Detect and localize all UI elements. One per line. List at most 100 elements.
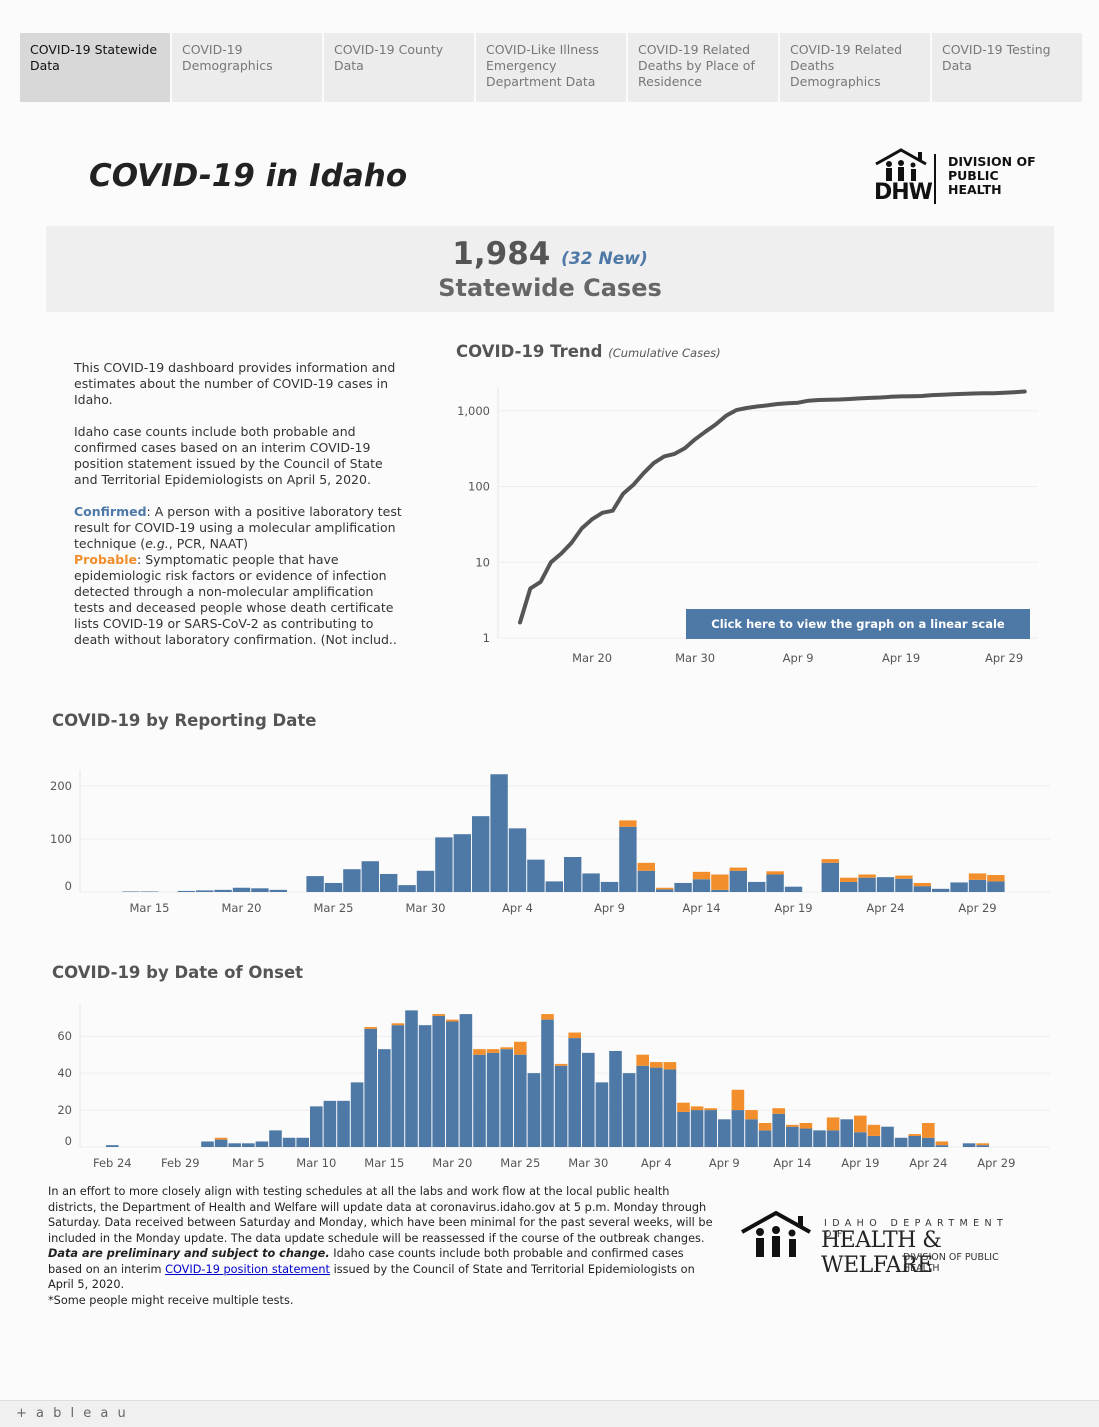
bar-confirmed [446,1021,459,1147]
bar-confirmed [337,1100,350,1147]
position-statement-link[interactable]: COVID-19 position statement [165,1262,330,1276]
bar-confirmed [976,1145,989,1147]
bar-confirmed [840,1119,853,1147]
bar-probable [391,1023,405,1026]
bar-confirmed [545,881,563,892]
bar-confirmed [636,1065,649,1147]
bar-probable [554,1063,568,1066]
bar-probable [650,1062,663,1068]
bar-probable [500,1047,513,1050]
bar-confirmed [609,1051,622,1147]
bar-confirmed [786,1126,799,1147]
house-family-icon [741,1210,811,1257]
tab-county-data[interactable]: COVID-19 County Data [324,33,474,102]
bar-probable [432,1014,445,1016]
bar-confirmed [766,874,784,892]
onset-date-bar-chart[interactable]: 0 20 40 60 Feb 24 Feb 29 Mar 5 Mar 10 Mar 15 Mar … [20,985,1080,1175]
bar-probable [364,1027,377,1029]
bar-x-tick-label: Apr 14 [682,901,720,915]
trend-x-tick-label: Mar 20 [572,651,612,665]
bar-x-tick-label: Mar 20 [432,1156,472,1170]
bar-x-tick-label: Apr 29 [977,1156,1015,1170]
bar-probable [858,874,876,878]
tableau-logo[interactable]: + a b l e a u [16,1406,129,1421]
bar-y-tick-label: 0 [65,1134,72,1148]
bar-confirmed [310,1106,323,1147]
bar-confirmed [378,1049,391,1147]
bar-probable [826,1117,840,1131]
bar-confirmed [350,1082,364,1147]
bar-confirmed [418,1025,432,1147]
trend-chart-title: COVID-19 Trend (Cumulative Cases) [456,342,721,361]
bar-confirmed [214,889,232,892]
bar-x-tick-label: Apr 9 [594,901,625,915]
bar-confirmed [690,1110,704,1147]
bar-x-tick-label: Apr 9 [709,1156,740,1170]
trend-x-tick-label: Apr 29 [985,651,1023,665]
tableau-toolbar: + a b l e a u [0,1400,1099,1427]
tab-deaths-demographics[interactable]: COVID-19 Related Deaths Demographics [780,33,930,102]
bar-x-tick-label: Mar 10 [296,1156,336,1170]
bar-probable [636,1054,649,1066]
bar-confirmed [704,1110,717,1147]
logo-divider [934,154,936,204]
bar-confirmed [619,826,637,892]
bar-confirmed [242,1143,255,1147]
bar-probable [908,1134,921,1136]
new-cases-count: (32 New) [561,249,648,269]
bar-confirmed [731,1110,745,1147]
bar-probable [619,820,637,827]
bar-confirmed [799,1128,813,1147]
bar-x-tick-label: Apr 24 [866,901,904,915]
bar-confirmed [177,890,195,892]
bar-x-tick-label: Mar 20 [222,901,262,915]
bar-y-tick-label: 0 [65,879,72,893]
bar-confirmed [674,882,692,892]
tab-demographics[interactable]: COVID-19 Demographics [172,33,322,102]
bar-confirmed [564,856,582,892]
total-cases-count: 1,984 (32 New) [452,236,648,272]
bar-confirmed [950,882,968,892]
dhw-logo-text: DIVISION OF PUBLIC HEALTH [948,154,1036,197]
tab-emergency-department-data[interactable]: COVID-Like Illness Emergency Department … [476,33,626,102]
onset-chart-title: COVID-19 by Date of Onset [52,963,304,982]
trend-x-tick-label: Apr 9 [783,651,814,665]
bar-confirmed [306,876,324,892]
bar-confirmed [840,881,858,892]
bar-probable [704,1108,717,1111]
bar-probable [690,1106,704,1111]
trend-y-tick-label: 10 [475,555,490,569]
bar-confirmed [729,870,747,892]
bar-confirmed [405,1010,418,1147]
bar-confirmed [435,837,453,892]
bar-confirmed [106,1145,119,1147]
confirmed-term: Confirmed [74,504,147,519]
bar-confirmed [228,1143,241,1147]
bar-probable [568,1032,581,1039]
bar-x-tick-label: Mar 30 [568,1156,608,1170]
bar-probable [692,871,711,880]
tab-testing-data[interactable]: COVID-19 Testing Data [932,33,1082,102]
reporting-date-bar-chart[interactable]: 0 100 200 Mar 15 Mar 20 Mar 25 Mar 30 Apr 4 Apr … [20,740,1080,920]
bar-x-tick-label: Apr 4 [641,1156,672,1170]
tab-statewide-data[interactable]: COVID-19 Statewide Data [20,33,170,102]
bar-confirmed [876,877,895,892]
bar-confirmed [201,1141,214,1147]
tab-deaths-by-residence[interactable]: COVID-19 Related Deaths by Place of Resi… [628,33,778,102]
bar-confirmed [473,1054,486,1147]
bar-confirmed [514,1054,527,1147]
bar-probable [758,1123,772,1131]
bar-confirmed [784,886,803,892]
bar-y-tick-label: 100 [50,832,72,846]
bar-confirmed [122,891,140,892]
trend-y-tick-label: 100 [468,480,490,494]
bar-x-tick-label: Apr 29 [958,901,996,915]
bar-confirmed [568,1038,581,1147]
bar-probable [731,1089,745,1111]
bar-confirmed [908,1135,921,1147]
trend-line-chart[interactable]: 1 10 100 1,000 Mar 20 Mar 30 Apr 9 Apr 19 Apr 29 [440,370,1080,690]
linear-scale-button[interactable]: Click here to view the graph on a linear… [686,609,1030,639]
bar-confirmed [881,1126,894,1147]
bar-probable [541,1014,554,1020]
bar-probable [922,1123,935,1138]
